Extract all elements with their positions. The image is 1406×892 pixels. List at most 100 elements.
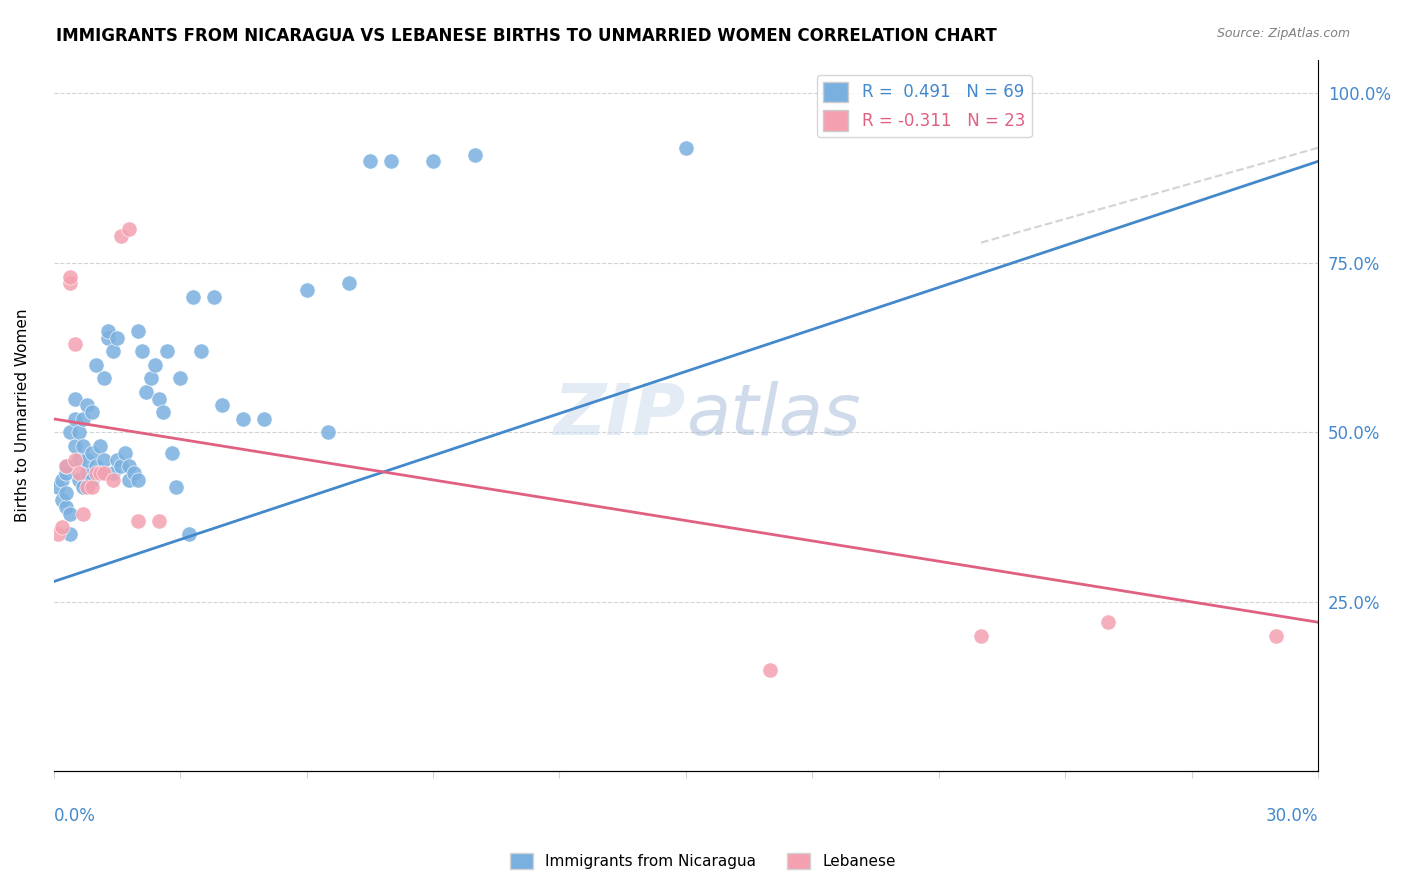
Point: [295, 283, 318, 297]
Point: [105, 330, 128, 344]
Point: [76, 398, 98, 412]
Point: [72, 439, 94, 453]
Point: [422, 154, 444, 169]
Point: [253, 412, 276, 426]
Point: [55, 459, 77, 474]
Point: [72, 507, 94, 521]
Point: [67, 452, 90, 467]
Point: [72, 480, 94, 494]
Point: [51, 493, 73, 508]
Point: [131, 344, 153, 359]
Point: [89, 439, 111, 453]
Point: [63, 452, 86, 467]
Text: atlas: atlas: [686, 381, 860, 450]
Point: [181, 290, 204, 304]
Point: [380, 154, 402, 169]
Point: [89, 466, 111, 480]
Point: [84, 459, 107, 474]
Point: [110, 459, 132, 474]
Point: [59, 527, 82, 541]
Point: [101, 466, 124, 480]
Point: [80, 480, 103, 494]
Point: [675, 141, 697, 155]
Point: [105, 452, 128, 467]
Point: [148, 392, 170, 406]
Point: [148, 514, 170, 528]
Point: [359, 154, 381, 169]
Point: [177, 527, 200, 541]
Point: [55, 486, 77, 500]
Point: [122, 466, 145, 480]
Point: [169, 371, 191, 385]
Point: [55, 459, 77, 474]
Point: [118, 222, 141, 236]
Point: [59, 277, 82, 291]
Point: [202, 290, 225, 304]
Point: [970, 629, 993, 643]
Point: [80, 473, 103, 487]
Point: [118, 473, 141, 487]
Point: [63, 439, 86, 453]
Point: [759, 663, 782, 677]
Point: [110, 228, 132, 243]
Point: [46, 527, 69, 541]
Point: [127, 514, 149, 528]
Point: [101, 473, 124, 487]
Point: [97, 324, 120, 338]
Point: [67, 473, 90, 487]
Point: [337, 277, 360, 291]
Point: [59, 507, 82, 521]
Text: Source: ZipAtlas.com: Source: ZipAtlas.com: [1216, 27, 1350, 40]
Legend: Immigrants from Nicaragua, Lebanese: Immigrants from Nicaragua, Lebanese: [505, 847, 901, 875]
Legend: R =  0.491   N = 69, R = -0.311   N = 23: R = 0.491 N = 69, R = -0.311 N = 23: [817, 75, 1032, 137]
Point: [143, 358, 166, 372]
Point: [118, 459, 141, 474]
Point: [464, 147, 486, 161]
Point: [152, 405, 174, 419]
Point: [51, 520, 73, 534]
Point: [93, 452, 115, 467]
Point: [51, 473, 73, 487]
Point: [93, 466, 115, 480]
Point: [84, 466, 107, 480]
Text: IMMIGRANTS FROM NICARAGUA VS LEBANESE BIRTHS TO UNMARRIED WOMEN CORRELATION CHAR: IMMIGRANTS FROM NICARAGUA VS LEBANESE BI…: [56, 27, 997, 45]
Text: ZIP: ZIP: [554, 381, 686, 450]
Point: [97, 330, 120, 344]
Point: [89, 466, 111, 480]
Point: [84, 358, 107, 372]
Point: [59, 269, 82, 284]
Point: [1097, 615, 1119, 630]
Point: [114, 446, 136, 460]
Point: [63, 337, 86, 351]
Point: [316, 425, 339, 440]
Point: [72, 412, 94, 426]
Point: [160, 446, 183, 460]
Point: [190, 344, 212, 359]
Point: [80, 446, 103, 460]
Point: [46, 480, 69, 494]
Text: 0.0%: 0.0%: [53, 807, 96, 825]
Point: [55, 466, 77, 480]
Point: [156, 344, 179, 359]
Point: [55, 500, 77, 514]
Point: [76, 466, 98, 480]
Point: [232, 412, 254, 426]
Point: [63, 392, 86, 406]
Point: [127, 473, 149, 487]
Point: [67, 466, 90, 480]
Point: [80, 405, 103, 419]
Point: [139, 371, 162, 385]
Point: [211, 398, 233, 412]
Point: [1265, 629, 1288, 643]
Point: [76, 452, 98, 467]
Text: 30.0%: 30.0%: [1265, 807, 1319, 825]
Point: [67, 425, 90, 440]
Point: [135, 384, 157, 399]
Point: [165, 480, 187, 494]
Point: [101, 344, 124, 359]
Point: [59, 425, 82, 440]
Point: [63, 412, 86, 426]
Point: [127, 324, 149, 338]
Point: [76, 480, 98, 494]
Point: [93, 371, 115, 385]
